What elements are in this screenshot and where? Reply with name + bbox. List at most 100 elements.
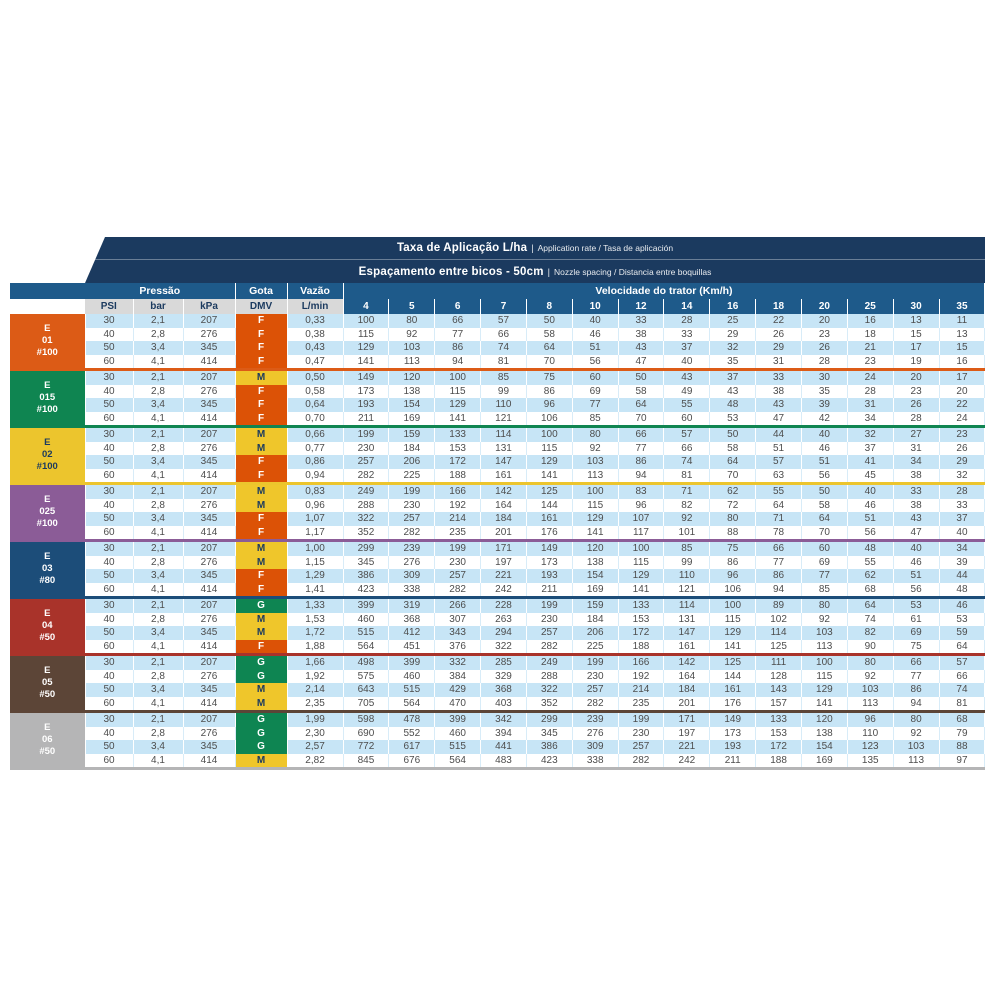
rate-value-cell: 147 — [663, 626, 711, 640]
dmv-cell: M — [234, 441, 288, 455]
kpa-cell: 276 — [183, 669, 236, 683]
rate-value-cell: 184 — [388, 441, 436, 455]
rate-value-cell: 29 — [755, 341, 802, 355]
psi-cell: 50 — [85, 341, 134, 355]
table-row: 50 3,4 345 G 2,57 772 617 515 441 386 309 257 221 193… — [10, 740, 986, 754]
bar-cell: 3,4 — [133, 626, 184, 640]
dmv-cell: M — [234, 683, 288, 697]
rate-value-cell: 115 — [801, 669, 848, 683]
flow-cell: 0,64 — [287, 398, 344, 412]
rate-value-cell: 66 — [618, 428, 665, 442]
label-column-spacer — [10, 283, 85, 299]
speed-column-header: 25 — [847, 299, 894, 314]
dmv-cell: G — [234, 726, 288, 740]
rate-value-cell: 58 — [618, 384, 665, 398]
bar-cell: 4,1 — [133, 525, 184, 539]
rate-value-cell: 515 — [388, 683, 436, 697]
rate-value-cell: 33 — [939, 498, 986, 512]
rate-value-cell: 56 — [893, 582, 940, 596]
rate-value-cell: 77 — [893, 669, 940, 683]
flow-cell: 1,07 — [287, 512, 344, 526]
rate-value-cell: 50 — [526, 314, 573, 328]
rate-value-cell: 57 — [480, 314, 527, 328]
rate-value-cell: 48 — [709, 398, 757, 412]
rate-value-cell: 64 — [939, 639, 986, 653]
dmv-cell: F — [234, 582, 288, 596]
rate-value-cell: 28 — [939, 485, 986, 499]
dmv-subheader: DMV — [235, 299, 288, 314]
flow-cell: 1,92 — [287, 669, 344, 683]
table-row: E 03 #80 30 2,1 207 M 1,00 299 239 199 171 149 120 100… — [10, 542, 986, 596]
kpa-cell: 345 — [183, 626, 236, 640]
flow-cell: 0,33 — [287, 314, 344, 328]
rate-value-cell: 94 — [618, 468, 665, 482]
table-row: 50 3,4 345 F 0,43 129 103 86 74 64 51 43 37 32 29 26 21 1… — [10, 341, 986, 355]
rate-value-cell: 230 — [618, 726, 665, 740]
psi-cell: 50 — [85, 455, 134, 469]
rate-value-cell: 115 — [709, 612, 757, 626]
rate-value-cell: 199 — [388, 485, 436, 499]
dmv-cell: G — [234, 713, 288, 727]
bar-cell: 2,8 — [133, 327, 184, 341]
group-label-line: #100 — [36, 517, 58, 529]
kpa-cell: 345 — [183, 455, 236, 469]
table-row: 50 3,4 345 F 0,86 257 206 172 147 129 103 86 74 64 57 5… — [10, 455, 986, 469]
kpa-cell: 414 — [183, 525, 236, 539]
kpa-cell: 207 — [183, 314, 236, 328]
rate-value-cell: 38 — [755, 384, 802, 398]
rate-value-cell: 23 — [939, 428, 986, 442]
table-row: 40 2,8 276 F 0,38 115 92 77 66 58 46 38 33 29 26 23 18 15… — [10, 327, 986, 341]
rate-value-cell: 386 — [343, 569, 390, 583]
spacing-sub-en-es: Nozzle spacing / Distancia entre boquill… — [553, 266, 712, 277]
rate-value-cell: 235 — [618, 696, 665, 710]
psi-cell: 30 — [85, 656, 134, 670]
rate-value-cell: 70 — [709, 468, 757, 482]
table-row: 50 3,4 345 F 0,64 193 154 129 110 96 77 64 55 48 43 39 3… — [10, 398, 986, 412]
dmv-cell: F — [234, 411, 288, 425]
rate-value-cell: 74 — [480, 341, 527, 355]
rate-value-cell: 121 — [480, 411, 527, 425]
kpa-cell: 276 — [183, 384, 236, 398]
title-sub-en-es: Application rate / Tasa de aplicación — [537, 243, 674, 253]
psi-cell: 60 — [85, 753, 134, 767]
rate-value-cell: 173 — [343, 384, 390, 398]
title-row-application-rate: Taxa de Aplicação L/ha | Application rat… — [85, 237, 985, 260]
rate-value-cell: 515 — [343, 626, 390, 640]
rate-value-cell: 125 — [526, 485, 573, 499]
speed-column-header: 5 — [388, 299, 436, 314]
group-label-line: E — [44, 494, 51, 506]
table-row: 60 4,1 414 F 0,94 282 225 188 161 141 113 94 81 70 63 5… — [10, 468, 986, 482]
rate-value-cell: 138 — [801, 726, 848, 740]
psi-cell: 30 — [85, 542, 134, 556]
group-separator-line — [10, 368, 985, 371]
psi-cell: 30 — [85, 485, 134, 499]
table-row: E 02 #100 30 2,1 207 M 0,66 199 159 133 114 100 80 66 5… — [10, 428, 986, 482]
rate-value-cell: 141 — [572, 525, 619, 539]
bar-cell: 2,1 — [133, 599, 184, 613]
rate-value-cell: 110 — [663, 569, 711, 583]
kpa-cell: 414 — [183, 582, 236, 596]
kpa-cell: 207 — [183, 542, 236, 556]
kpa-subheader: kPa — [183, 299, 236, 314]
group-label-line: 05 — [41, 677, 53, 689]
rate-value-cell: 230 — [572, 669, 619, 683]
table-row: 60 4,1 414 F 1,41 423 338 282 242 211 169 141 121 106… — [10, 582, 986, 596]
rate-value-cell: 129 — [709, 626, 757, 640]
rate-value-cell: 69 — [893, 626, 940, 640]
rate-value-cell: 86 — [755, 569, 802, 583]
rate-value-cell: 57 — [663, 428, 711, 442]
rate-value-cell: 60 — [572, 371, 619, 385]
speed-column-header: 8 — [526, 299, 573, 314]
rate-value-cell: 201 — [480, 525, 527, 539]
dmv-cell: F — [234, 398, 288, 412]
rate-value-cell: 115 — [572, 498, 619, 512]
rate-value-cell: 166 — [434, 485, 482, 499]
rate-value-cell: 46 — [847, 498, 894, 512]
rate-value-cell: 88 — [939, 740, 986, 754]
rate-value-cell: 29 — [709, 327, 757, 341]
nozzle-group-label: E 04 #50 — [10, 599, 86, 653]
rate-value-cell: 192 — [434, 498, 482, 512]
rate-value-cell: 173 — [709, 726, 757, 740]
rate-value-cell: 403 — [480, 696, 527, 710]
rate-value-cell: 33 — [755, 371, 802, 385]
